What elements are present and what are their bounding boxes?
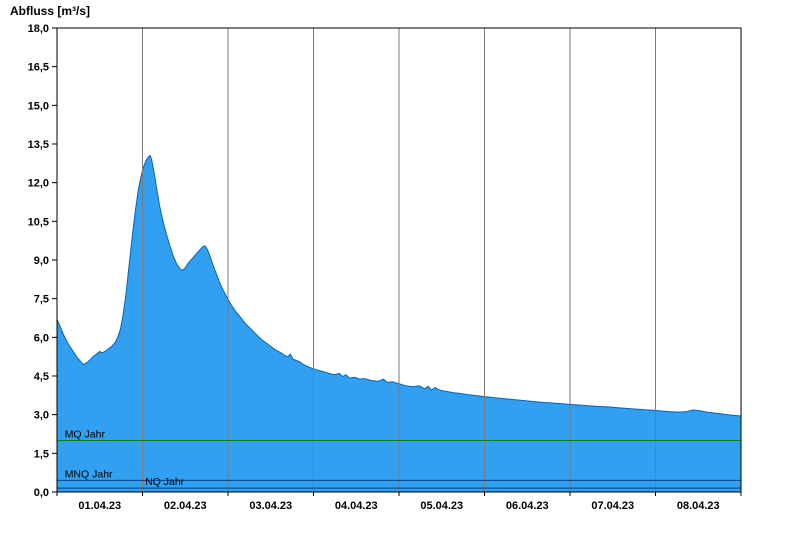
x-tick-label: 01.04.23 [78,500,121,512]
y-tick-label: 3,0 [34,410,49,422]
y-tick-label: 6,0 [34,332,49,344]
reference-label: NQ Jahr [145,476,185,488]
y-axis: 0,0 1,5 3,0 4,5 6,0 7,5 9,0 10,5 12,0 13,5 15,0 16,… [28,23,57,499]
y-tick-label: 1,5 [34,448,49,460]
reference-lines: MQ Jahr MNQ Jahr NQ Jahr [57,428,741,489]
x-tick-label: 02.04.23 [164,500,207,512]
y-tick-label: 15,0 [28,100,49,112]
x-tick-label: 08.04.23 [677,500,720,512]
y-tick-label: 7,5 [34,294,49,306]
x-tick-label: 03.04.23 [249,500,292,512]
chart-title: Abfluss [m³/s] [10,4,91,18]
x-axis: 01.04.23 02.04.23 03.04.23 04.04.23 05.04.23… [56,492,742,512]
y-tick-label: 0,0 [34,487,49,499]
y-tick-label: 12,0 [28,178,49,190]
x-tick-label: 04.04.23 [335,500,378,512]
y-tick-label: 13,5 [28,139,49,151]
x-tick-label: 07.04.23 [591,500,634,512]
y-tick-label: 4,5 [34,371,49,383]
y-tick-label: 18,0 [28,23,49,35]
y-tick-label: 9,0 [34,255,49,267]
day-gridlines [142,28,656,492]
reference-label: MQ Jahr [65,428,106,440]
y-tick-label: 10,5 [28,216,49,228]
reference-label: MNQ Jahr [65,468,113,480]
x-tick-label: 06.04.23 [506,500,549,512]
x-tick-label: 05.04.23 [420,500,463,512]
y-tick-label: 16,5 [28,62,49,74]
